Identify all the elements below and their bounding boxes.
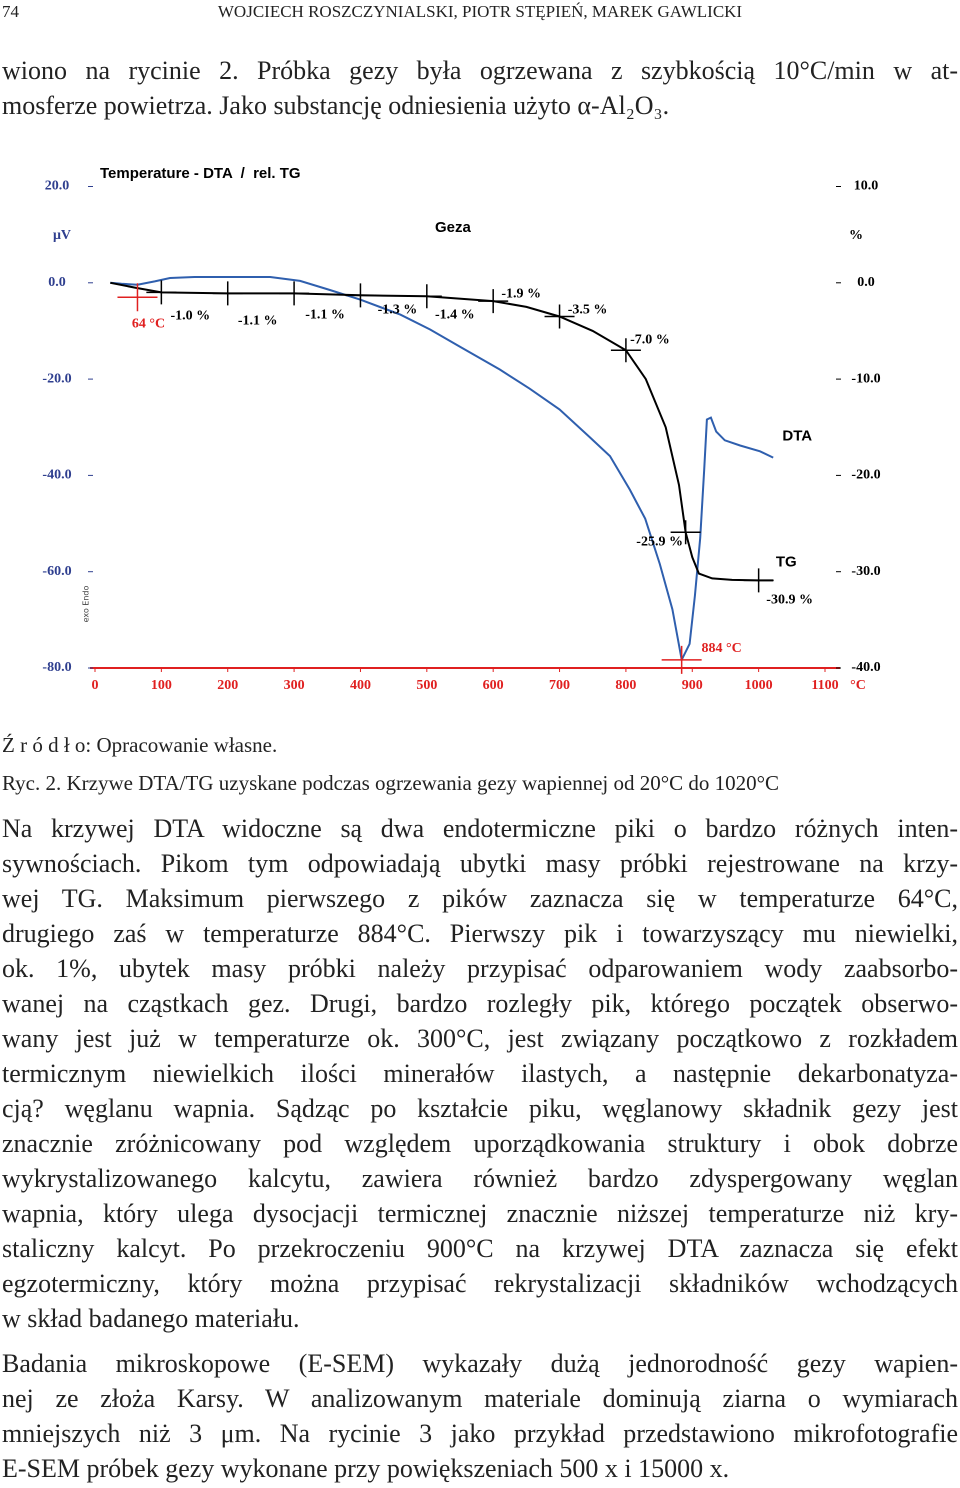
text-line: staliczny kalcyt. Po przekroczeniu 900°C… — [2, 1234, 958, 1263]
peak-marker — [661, 645, 702, 674]
x-tick-label: 700 — [549, 678, 570, 693]
x-tick-label: 1100 — [811, 678, 838, 693]
text-line: sywnościach. Pikom tym odpowiadają ubytk… — [2, 849, 958, 878]
paragraph: Na krzywej DTA widoczne są dwa endotermi… — [2, 811, 958, 1336]
tg-marker-label: -25.9 % — [636, 534, 683, 549]
tg-marker — [670, 520, 701, 545]
y-tick-label: -40.0 — [42, 468, 71, 483]
text-line: mosferze powietrza. Jako substancję odni… — [2, 91, 670, 120]
text-line: E-SEM próbek gezy wykonane przy powiększ… — [2, 1454, 730, 1483]
page-number: 74 — [2, 2, 19, 21]
tg-marker-label: -30.9 % — [766, 593, 813, 608]
figure-caption: Ryc. 2. Krzywe DTA/TG uzyskane podczas o… — [2, 771, 780, 795]
text-line: wej TG. Maksimum pierwszego z pików zazn… — [2, 884, 958, 913]
series-label: TG — [776, 553, 797, 570]
y2-tick-label: 0.0 — [857, 275, 875, 290]
peak-label: 884 °C — [702, 641, 742, 656]
tg-marker-label: -1.0 % — [171, 309, 211, 324]
text-line: mniejszych niż 3 μm. Na rycinie 3 jako p… — [2, 1419, 958, 1448]
series-label: DTA — [782, 428, 812, 445]
tg-marker — [411, 284, 442, 309]
text-line: wany jest już w temperaturze ok. 300°C, … — [2, 1024, 958, 1053]
x-tick-label: 100 — [151, 678, 172, 693]
tg-marker — [212, 281, 243, 306]
text-line: nej ze złoża Karsy. W analizowanym mater… — [2, 1384, 958, 1413]
peak-marker — [117, 283, 158, 312]
tg-marker-label: -7.0 % — [630, 332, 670, 347]
y2-tick-label: -10.0 — [851, 371, 880, 386]
y-tick-label: 20.0 — [45, 179, 70, 194]
tg-marker — [146, 280, 177, 305]
text-line: wapnia, który ulega dysocjacji termiczne… — [2, 1199, 958, 1228]
y-note: exo Endo — [82, 585, 91, 622]
text-line: Na krzywej DTA widoczne są dwa endotermi… — [2, 814, 958, 843]
peak-label: 64 °C — [132, 316, 165, 331]
x-tick-label: 500 — [416, 678, 437, 693]
tg-marker-label: -3.5 % — [568, 303, 608, 318]
y-axis-unit: μV — [53, 228, 71, 243]
text-line: egzotermiczny, który można przypisać rek… — [2, 1269, 958, 1298]
y-tick-label: 0.0 — [48, 275, 66, 290]
x-tick-label: 1000 — [745, 678, 773, 693]
tg-marker-label: -1.9 % — [501, 286, 541, 301]
x-tick-label: 300 — [284, 678, 305, 693]
text-line: Badania mikroskopowe (E-SEM) wykazały du… — [2, 1349, 958, 1378]
x-tick-label: 0 — [92, 678, 99, 693]
paragraph: Badania mikroskopowe (E-SEM) wykazały du… — [2, 1346, 958, 1486]
chart-subtitle: Geza — [435, 219, 472, 236]
x-tick-label: 400 — [350, 678, 371, 693]
text-line: wykrystalizowanego kalcytu, zawiera równ… — [2, 1164, 958, 1193]
tg-marker-label: -1.4 % — [435, 308, 475, 323]
text-line: ok. 1%, ubytek masy próbki należy przypi… — [2, 954, 958, 983]
tg-marker — [610, 338, 641, 363]
x-axis-unit: °C — [850, 678, 866, 693]
y-tick-label: -80.0 — [42, 660, 71, 675]
chart-title: Temperature - DTA / rel. TG — [100, 165, 301, 182]
y2-tick-label: -20.0 — [851, 468, 880, 483]
running-header: WOJCIECH ROSZCZYNIALSKI, PIOTR STĘPIEŃ, … — [217, 2, 743, 21]
x-tick-label: 800 — [615, 678, 636, 693]
text-line: w skład badanego materiału. — [2, 1304, 300, 1333]
x-tick-label: 900 — [682, 678, 703, 693]
tg-marker-label: -1.1 % — [305, 308, 345, 323]
tg-marker — [279, 281, 310, 306]
text-line: wanej na cząstkach gez. Drugi, bardzo ro… — [2, 989, 958, 1018]
x-tick-label: 200 — [217, 678, 238, 693]
chart: Temperature - DTA / rel. TG Geza μV % °C… — [42, 165, 880, 693]
tg-marker — [345, 283, 376, 308]
series-line — [110, 276, 774, 663]
tg-marker-label: -1.3 % — [378, 303, 418, 318]
tg-marker — [743, 568, 774, 593]
y-tick-label: -20.0 — [42, 371, 71, 386]
text-line: znacznie zróżnicowany pod względem uporz… — [2, 1129, 958, 1158]
y2-axis-unit: % — [849, 228, 863, 243]
text-line: drugiego zaś w temperaturze 884°C. Pierw… — [2, 919, 958, 948]
text-line: cją? węglanu wapnia. Sądząc po kształcie… — [2, 1094, 958, 1123]
tg-marker-label: -1.1 % — [238, 314, 278, 329]
tg-marker — [544, 304, 575, 329]
source-note: Ź r ó d ł o: Opracowanie własne. — [2, 733, 278, 757]
y-tick-label: -60.0 — [42, 564, 71, 579]
x-tick-label: 600 — [483, 678, 504, 693]
intro-paragraph: wiono na rycinie 2. Próbka gezy była ogr… — [2, 53, 958, 123]
y2-tick-label: 10.0 — [854, 179, 879, 194]
tg-marker — [478, 289, 509, 314]
y2-tick-label: -40.0 — [851, 660, 880, 675]
text-line: termicznym niewielkich ilości minerałów … — [2, 1059, 958, 1088]
y2-tick-label: -30.0 — [851, 564, 880, 579]
text-line: wiono na rycinie 2. Próbka gezy była ogr… — [2, 56, 958, 85]
